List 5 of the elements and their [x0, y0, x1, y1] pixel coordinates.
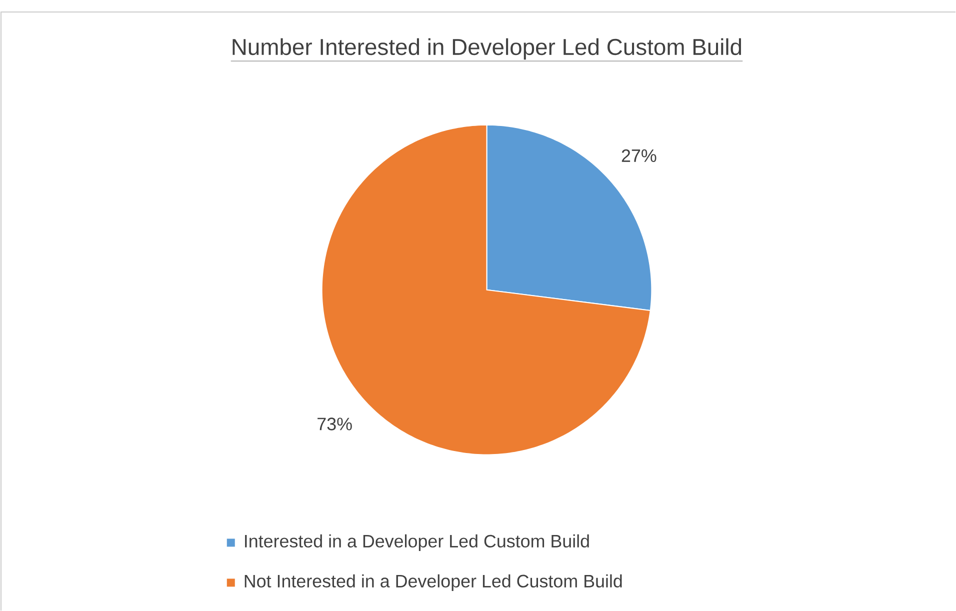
data-label: 73% — [318, 418, 352, 430]
data-label: 27% — [622, 149, 656, 162]
legend-label: Interested in a Developer Led Custom Build — [245, 534, 589, 551]
legend-label: Not Interested in a Developer Led Custom Build — [244, 574, 622, 591]
chart-title: Number Interested in Developer Led Custom Build — [232, 38, 742, 60]
